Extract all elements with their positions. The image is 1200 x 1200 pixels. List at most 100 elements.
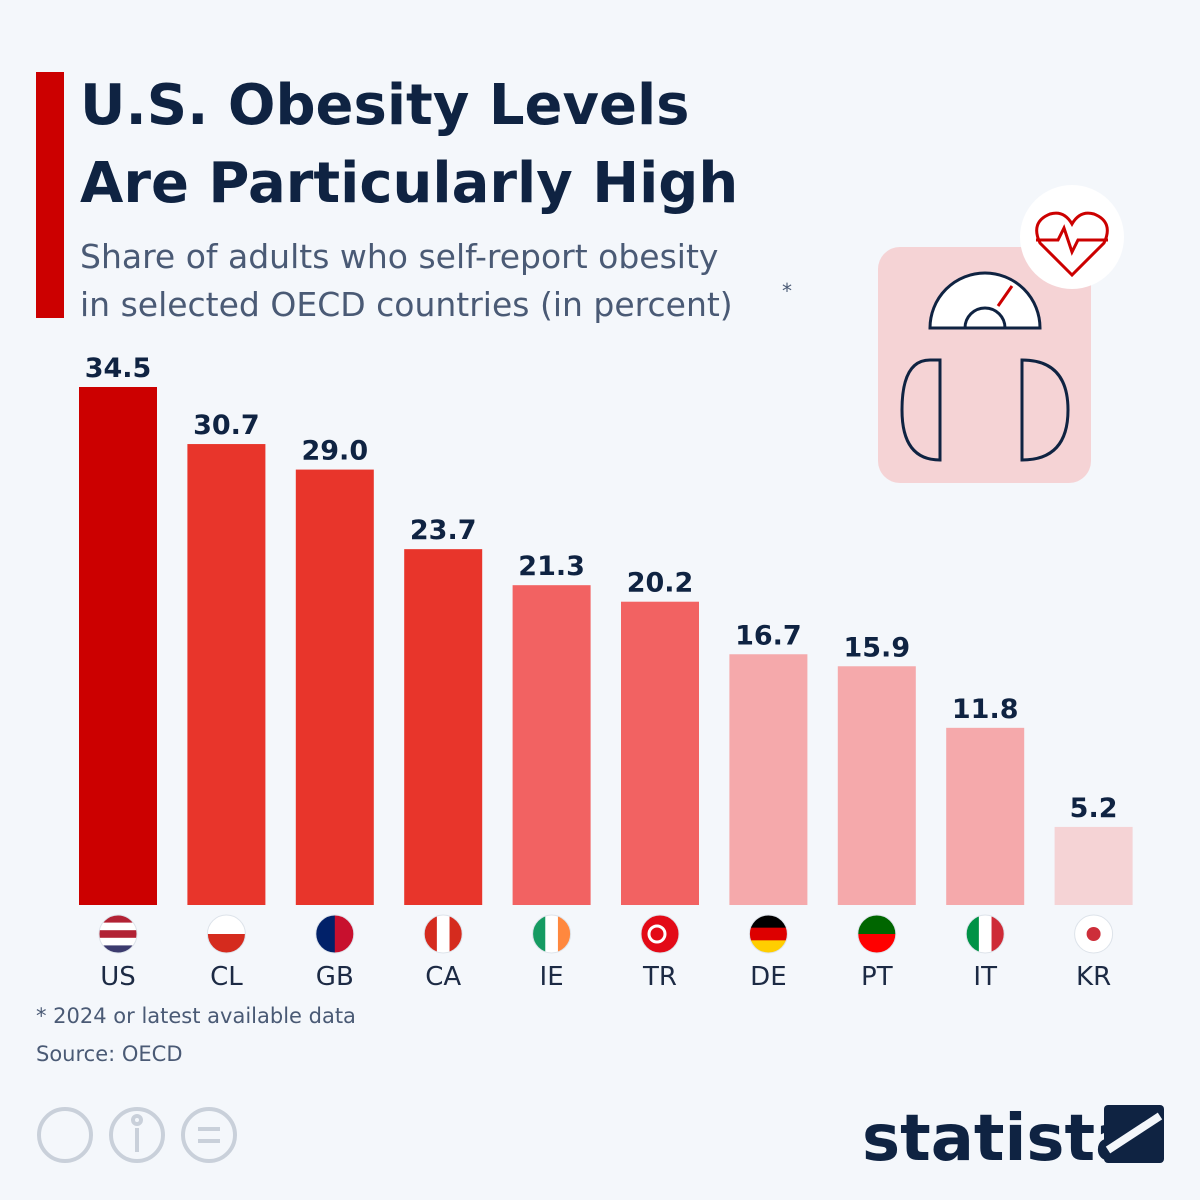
- flag-body: [749, 915, 788, 953]
- flag-stripe: [424, 915, 438, 953]
- flag: [1074, 914, 1114, 954]
- flag: [640, 914, 680, 954]
- bar: [295, 469, 374, 905]
- illustration: [878, 185, 1124, 483]
- chart-subtitle: Share of adults who self-report obesity: [80, 237, 718, 276]
- flag-stripe: [966, 915, 980, 953]
- flag-emblem: [647, 924, 667, 944]
- value-label: 15.9: [843, 632, 910, 663]
- flag-stripe: [857, 934, 896, 953]
- bar: [729, 654, 808, 905]
- flag-outline: [532, 914, 572, 954]
- accent-bar: [36, 72, 64, 318]
- brand-logo: [1104, 1105, 1164, 1163]
- license-icons: [37, 1107, 237, 1163]
- flag-stripe: [749, 940, 788, 953]
- flag-stripe: [857, 915, 896, 935]
- flag-stripe: [991, 915, 1005, 953]
- source: Source: OECD: [36, 1042, 183, 1066]
- x-tick-label: PT: [861, 962, 893, 992]
- flag-outline: [748, 914, 788, 954]
- bar: [621, 601, 699, 905]
- x-tick-label: KR: [1076, 962, 1111, 992]
- flag-body: [99, 915, 137, 953]
- flag-stripe: [749, 915, 788, 929]
- x-tick-label: CA: [425, 962, 461, 992]
- flag: [857, 914, 897, 954]
- flag-emblem: [1086, 927, 1101, 941]
- subtitle-mark: *: [782, 279, 792, 303]
- flag-stripe: [978, 915, 993, 953]
- bar: [512, 585, 591, 905]
- flag: [532, 914, 572, 954]
- flag: [315, 914, 355, 954]
- brand: statista: [862, 1102, 1138, 1176]
- value-label: 23.7: [410, 515, 477, 546]
- x-tick-label: IT: [973, 962, 997, 992]
- bar: [946, 727, 1025, 905]
- flag-stripe: [641, 934, 679, 953]
- value-label: 29.0: [301, 436, 368, 467]
- flag-stripe: [532, 915, 546, 953]
- x-tick-label: TR: [642, 962, 677, 992]
- flag: [965, 914, 1005, 954]
- flag-outline: [965, 914, 1005, 954]
- value-label: 5.2: [1070, 793, 1118, 824]
- bar: [187, 444, 266, 905]
- flag-stripe: [315, 915, 336, 953]
- flag-stripe: [557, 915, 571, 953]
- x-tick-label: DE: [750, 962, 786, 992]
- flag: [748, 914, 788, 954]
- flag: [206, 914, 246, 954]
- chart-title: U.S. Obesity Levels: [80, 73, 690, 138]
- flag-outline: [423, 914, 463, 954]
- flag-stripe: [436, 915, 451, 953]
- flag-stripe: [207, 915, 246, 935]
- bar: [1054, 826, 1133, 905]
- flag-body: [207, 915, 246, 953]
- flag-stripe: [449, 915, 463, 953]
- flag-body: [966, 915, 1005, 953]
- flag-body: [532, 915, 571, 953]
- bar: [79, 387, 157, 905]
- flag-body: [857, 915, 896, 953]
- x-tick-label: IE: [540, 962, 564, 992]
- flag-stripe: [545, 915, 559, 953]
- chart-title: Are Particularly High: [80, 151, 738, 216]
- flag: [423, 914, 463, 954]
- chart-subtitle: in selected OECD countries (in percent): [80, 285, 733, 324]
- flag-stripe: [1074, 934, 1113, 953]
- flag-body: [1074, 915, 1113, 953]
- flag-outline: [640, 914, 680, 954]
- flag-stripe: [1074, 915, 1113, 935]
- bar: [837, 666, 916, 905]
- flag-outline: [1074, 914, 1114, 954]
- flag-body: [641, 915, 679, 953]
- bar: [404, 549, 483, 905]
- flag-outline: [857, 914, 897, 954]
- footnote: * 2024 or latest available data: [36, 1004, 356, 1028]
- flag-stripe: [207, 934, 246, 953]
- flag-stripe: [99, 922, 137, 931]
- flag-stripe: [99, 930, 137, 939]
- flag-stripe: [99, 915, 137, 924]
- flag-outline: [206, 914, 246, 954]
- value-label: 16.7: [735, 620, 802, 651]
- flag: [98, 914, 138, 954]
- flag-stripe: [99, 937, 137, 946]
- flag-outline: [315, 914, 355, 954]
- flag-stripe: [749, 927, 788, 941]
- value-label: 11.8: [952, 694, 1019, 725]
- flag-outline: [98, 914, 138, 954]
- x-tick-label: GB: [316, 962, 354, 992]
- flag-stripe: [99, 945, 137, 953]
- value-label: 20.2: [627, 568, 694, 599]
- value-label: 21.3: [518, 551, 585, 582]
- flag-stripe: [334, 915, 354, 953]
- flag-body: [315, 915, 354, 953]
- value-label: 34.5: [85, 353, 152, 384]
- value-label: 30.7: [193, 410, 260, 441]
- flag-body: [424, 915, 463, 953]
- x-tick-label: CL: [210, 962, 243, 992]
